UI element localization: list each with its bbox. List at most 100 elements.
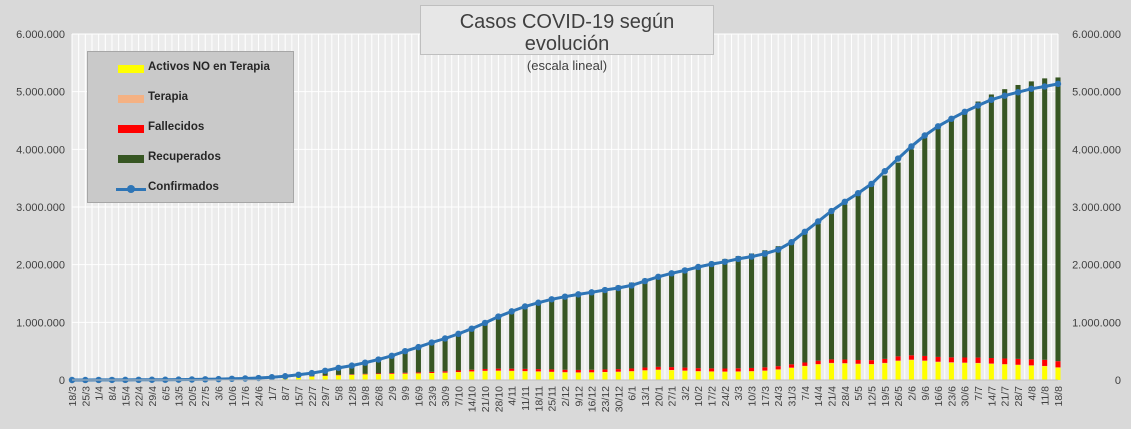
x-tick-label: 5/5 [853, 386, 865, 401]
x-tick-label: 9/12 [573, 386, 585, 407]
bar-fallecidos [749, 367, 755, 372]
y-tick-label: 4.000.000 [16, 144, 65, 156]
legend-swatch-fallecidos [118, 125, 144, 133]
bar-activos [762, 370, 768, 380]
x-tick-label: 20/5 [187, 386, 199, 407]
bar-activos [575, 372, 581, 380]
bar-activos [615, 371, 621, 380]
confirmados-point [681, 267, 689, 274]
x-tick-label: 16/12 [587, 386, 599, 412]
bar-activos [895, 360, 901, 380]
x-tick-label: 19/5 [880, 386, 892, 407]
x-tick-label: 20/1 [653, 386, 665, 407]
bar-fallecidos [562, 369, 568, 373]
x-tick-label: 13/5 [174, 386, 186, 407]
confirmados-point [268, 374, 276, 381]
bar-recuperados [855, 195, 861, 360]
bar-recuperados [775, 246, 781, 367]
bar-fallecidos [615, 369, 621, 372]
bar-recuperados [762, 250, 768, 368]
x-tick-label: 6/1 [627, 386, 639, 401]
x-tick-label: 30/12 [613, 386, 625, 412]
bar-recuperados [615, 285, 621, 370]
bar-activos [1015, 365, 1021, 380]
bar-activos [922, 360, 928, 380]
y2-tick-label: 5.000.000 [1072, 87, 1121, 99]
bar-activos [562, 372, 568, 380]
bar-fallecidos [482, 368, 488, 371]
legend-label: Fallecidos [148, 121, 205, 133]
bar-fallecidos [775, 366, 781, 370]
x-tick-label: 12/8 [347, 386, 359, 407]
bar-recuperados [522, 306, 528, 369]
bar-activos [429, 373, 435, 380]
bar-recuperados [429, 343, 435, 372]
bar-recuperados [1028, 81, 1034, 360]
x-tick-label: 29/7 [320, 386, 332, 407]
legend-item-confirmados: Confirmados [88, 179, 293, 199]
confirmados-point [894, 155, 902, 162]
x-tick-label: 2/9 [387, 386, 399, 401]
bar-activos [962, 362, 968, 380]
bar-recuperados [815, 223, 821, 361]
x-tick-label: 28/4 [840, 386, 852, 407]
confirmados-point [281, 373, 289, 380]
confirmados-point [335, 364, 342, 372]
legend-item-activos: Activos NO en Terapia [88, 59, 293, 79]
bar-recuperados [988, 94, 994, 359]
confirmados-point [841, 198, 849, 206]
bar-fallecidos [842, 359, 848, 364]
bar-activos [722, 371, 728, 380]
bar-recuperados [948, 119, 954, 358]
confirmados-point [561, 293, 569, 300]
bar-recuperados [375, 359, 381, 374]
confirmados-point [575, 291, 582, 298]
bar-fallecidos [509, 368, 515, 371]
bar-fallecidos [882, 358, 888, 363]
confirmados-point [801, 228, 809, 235]
bar-activos [629, 371, 635, 380]
bar-fallecidos [735, 368, 741, 372]
x-tick-label: 17/3 [760, 386, 772, 407]
bar-activos [375, 374, 381, 380]
y-tick-label: 1.000.000 [16, 317, 65, 329]
confirmados-point [588, 289, 595, 296]
legend-item-recuperados: Recuperados [88, 149, 293, 169]
x-tick-label: 17/6 [240, 386, 252, 407]
confirmados-point [1014, 89, 1022, 96]
x-tick-label: 16/9 [413, 386, 425, 407]
x-tick-label: 9/9 [400, 386, 412, 401]
confirmados-point [921, 132, 928, 139]
bar-activos [389, 373, 395, 380]
x-tick-label: 21/4 [826, 386, 838, 407]
bar-fallecidos [495, 368, 501, 371]
x-tick-label: 7/10 [453, 386, 465, 407]
confirmados-point [655, 273, 662, 280]
x-tick-label: 22/7 [307, 386, 319, 407]
bar-fallecidos [908, 355, 914, 360]
bar-fallecidos [1028, 359, 1034, 366]
x-tick-label: 15/4 [120, 386, 132, 407]
legend-swatch-recuperados [118, 155, 144, 163]
bar-fallecidos [442, 371, 448, 373]
bar-activos [309, 376, 315, 380]
x-tick-label: 29/4 [147, 386, 159, 407]
bar-recuperados [709, 261, 715, 369]
bar-fallecidos [962, 357, 968, 363]
chart-title: Casos COVID-19 según evolución [459, 11, 675, 55]
x-tick-label: 25/3 [80, 386, 92, 407]
x-tick-label: 21/7 [1000, 386, 1012, 407]
bar-recuperados [1042, 78, 1048, 360]
x-tick-label: 4/8 [1026, 386, 1038, 401]
x-tick-label: 3/6 [214, 386, 226, 401]
confirmados-point [202, 376, 209, 383]
confirmed-series [68, 80, 1062, 384]
bar-activos [602, 372, 608, 380]
confirmados-point [774, 246, 782, 253]
bar-activos [1002, 364, 1008, 380]
y2-tick-label: 6.000.000 [1072, 29, 1121, 41]
bar-recuperados [642, 278, 648, 368]
bar-fallecidos [1042, 359, 1048, 366]
x-tick-label: 3/3 [733, 386, 745, 401]
bar-activos [1055, 367, 1061, 380]
